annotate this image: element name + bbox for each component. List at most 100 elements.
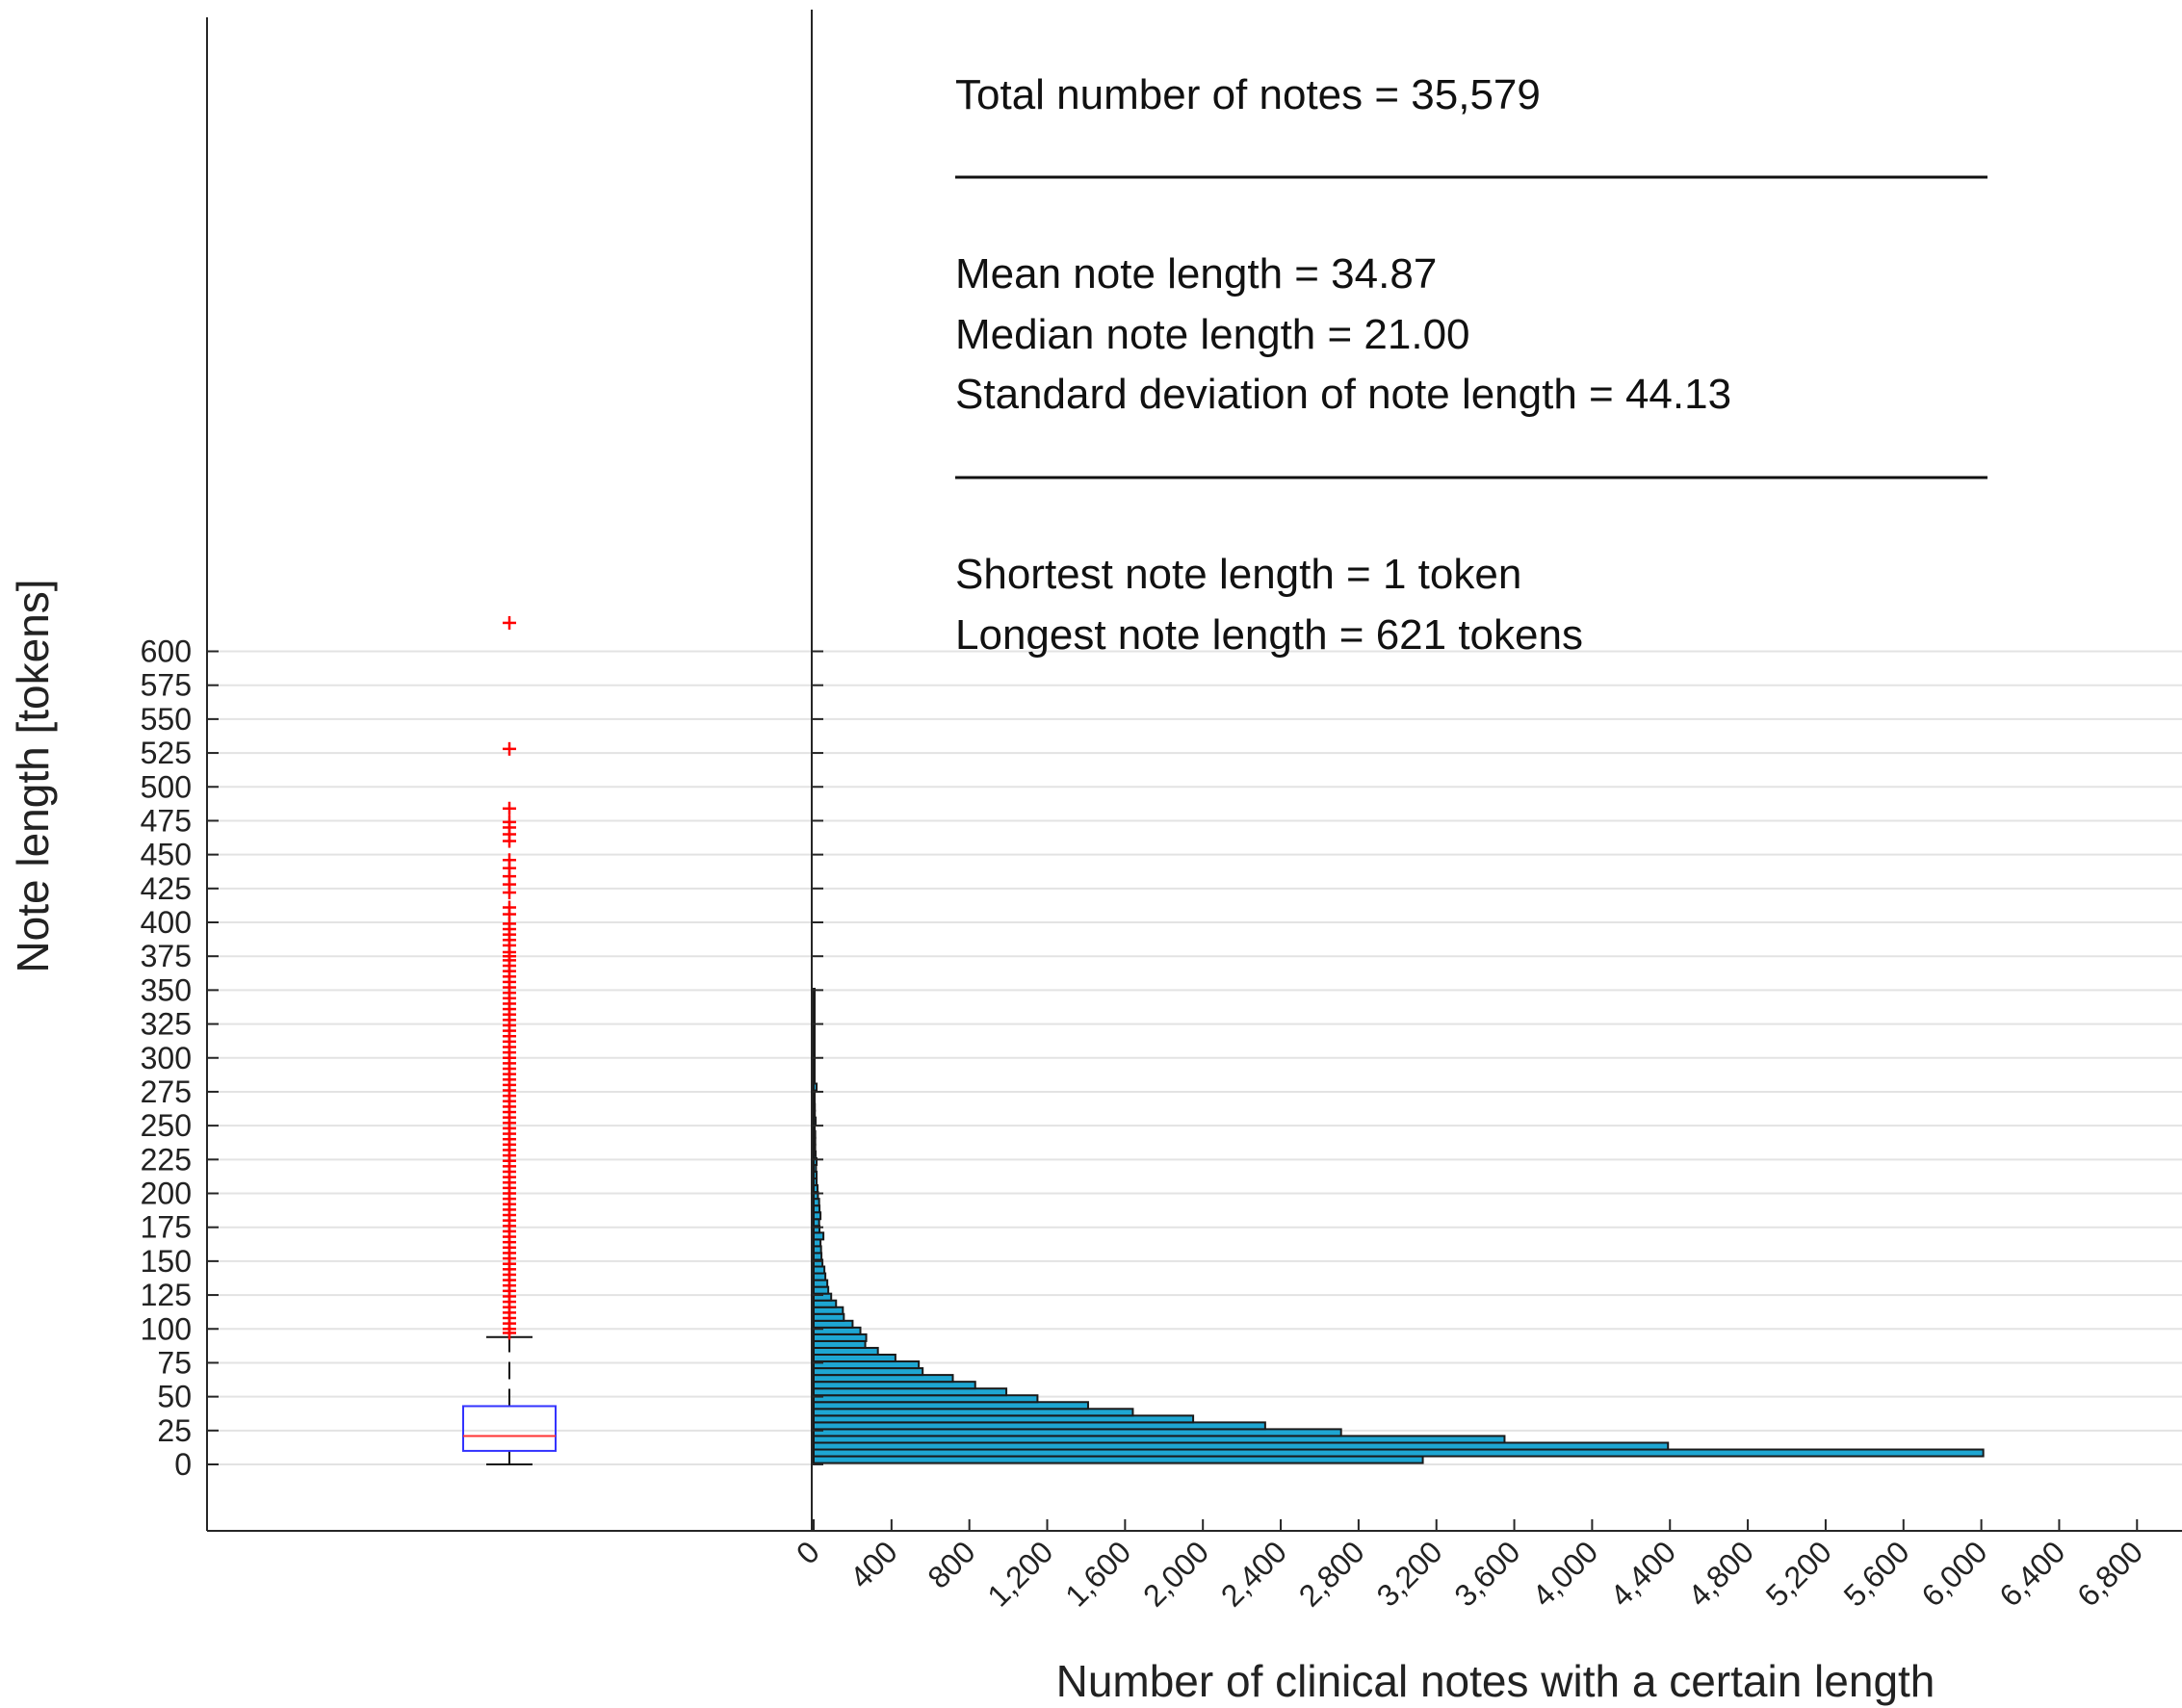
histogram-bar: [813, 1028, 816, 1038]
y-tick-label: 550: [141, 702, 192, 737]
histogram-bar: [813, 1035, 816, 1045]
y-tick-label: 225: [141, 1142, 192, 1177]
histogram-bar: [813, 1177, 818, 1187]
x-tick-label: 6,000: [1914, 1534, 1993, 1613]
histogram: [813, 987, 1985, 1464]
y-tick-label: 400: [141, 905, 192, 940]
x-tick-label: 0: [790, 1534, 826, 1570]
histogram-bar: [813, 1001, 816, 1011]
histogram-bar: [813, 987, 816, 997]
y-tick-label: 425: [141, 871, 192, 906]
histogram-bar: [813, 1198, 820, 1207]
outlier-marker: [503, 615, 516, 630]
stats-std: Standard deviation of note length = 44.1…: [955, 371, 1731, 418]
histogram-bar: [813, 1306, 844, 1315]
y-tick-label: 450: [141, 838, 192, 872]
stats-median: Median note length = 21.00: [955, 311, 1470, 358]
histogram-bar: [813, 1170, 818, 1180]
histogram-bar: [813, 1285, 830, 1295]
x-tick-label: 4,400: [1603, 1534, 1682, 1613]
x-tick-label: 6,800: [2070, 1534, 2149, 1613]
outlier-marker: [503, 801, 516, 815]
histogram-bar: [813, 1069, 816, 1078]
histogram-bar: [813, 1143, 817, 1152]
y-axis-title: Note length [tokens]: [8, 579, 58, 972]
histogram-bar: [813, 1015, 816, 1024]
histogram-bar: [813, 1184, 819, 1194]
histogram-bar: [813, 1448, 1985, 1458]
histogram-bar: [813, 1367, 924, 1377]
histogram-bar: [813, 1339, 867, 1349]
histogram-bar: [813, 1082, 818, 1092]
y-tick-label: 300: [141, 1041, 192, 1075]
histogram-bar: [813, 1353, 896, 1363]
y-tick-label: 325: [141, 1007, 192, 1042]
stats-shortest: Shortest note length = 1 token: [955, 551, 1521, 598]
histogram-bar: [813, 1279, 829, 1288]
histogram-bar: [813, 1360, 921, 1370]
y-tick-label: 150: [141, 1244, 192, 1279]
histogram-bar: [813, 1116, 818, 1126]
histogram-bar: [813, 1129, 817, 1139]
y-tick-label: 250: [141, 1108, 192, 1143]
x-tick-label: 5,200: [1759, 1534, 1838, 1613]
y-tick-label: 75: [157, 1345, 192, 1380]
histogram-bar: [813, 1381, 976, 1390]
histogram-bar: [813, 1218, 820, 1228]
histogram-bar: [813, 1245, 822, 1255]
y-tick-label: 25: [157, 1413, 192, 1448]
histogram-bar: [813, 1401, 1089, 1410]
histogram-bar: [813, 1136, 817, 1146]
x-ticks: 0 400 8001,2001,6002,0002,4002,8003,2003,6…: [790, 1519, 2149, 1614]
y-tick-label: 200: [141, 1177, 192, 1211]
y-ticks: 0255075100125150175200225250275300325350…: [141, 634, 823, 1482]
histogram-bar: [813, 1374, 954, 1384]
box-iqr: [462, 1405, 557, 1452]
histogram-bar: [813, 1441, 1670, 1451]
histogram-bar: [813, 1394, 1039, 1404]
x-tick-label: 2,800: [1292, 1534, 1371, 1613]
y-tick-label: 350: [141, 972, 192, 1007]
stats-longest: Longest note length = 621 tokens: [955, 611, 1583, 659]
outlier-marker: [503, 741, 516, 756]
histogram-bar: [813, 1163, 818, 1173]
y-tick-label: 375: [141, 939, 192, 973]
histogram-bar: [813, 1408, 1134, 1417]
x-axis-title: Number of clinical notes with a certain …: [1056, 1656, 1935, 1706]
histogram-bar: [813, 995, 816, 1004]
histogram-bar: [813, 1096, 817, 1105]
histogram-bar: [813, 1312, 845, 1322]
histogram-bar: [813, 1062, 816, 1072]
x-tick-label: 3,600: [1447, 1534, 1526, 1613]
histogram-bar: [813, 1231, 825, 1241]
y-tick-label: 475: [141, 803, 192, 838]
stats-annotation: Total number of notes = 35,579 Mean note…: [955, 71, 1987, 659]
histogram-bar: [813, 1265, 826, 1275]
axes: [206, 10, 2182, 1532]
histogram-bar: [813, 1387, 1008, 1397]
x-tick-label: 2,000: [1136, 1534, 1215, 1613]
y-tick-label: 500: [141, 769, 192, 804]
grid-lines: [207, 650, 2182, 1465]
outlier-marker: [503, 834, 516, 848]
histogram-bar: [813, 1075, 817, 1085]
outlier-marker: [503, 1326, 516, 1340]
stats-mean: Mean note length = 34.87: [955, 250, 1437, 298]
histogram-bar: [813, 1102, 817, 1112]
x-tick-label: 400: [844, 1534, 904, 1594]
histogram-bar: [813, 1272, 827, 1281]
stats-total-notes: Total number of notes = 35,579: [955, 71, 1541, 118]
histogram-bar: [813, 1252, 823, 1261]
y-tick-label: 100: [141, 1311, 192, 1346]
x-tick-label: 1,600: [1058, 1534, 1137, 1613]
x-tick-label: 6,400: [1992, 1534, 2071, 1613]
histogram-bar: [813, 1204, 821, 1214]
x-tick-label: 4,000: [1525, 1534, 1604, 1613]
x-tick-label: 4,800: [1681, 1534, 1760, 1613]
y-tick-label: 175: [141, 1210, 192, 1245]
y-tick-label: 575: [141, 668, 192, 703]
histogram-bar: [813, 1333, 868, 1342]
x-tick-label: 800: [921, 1534, 981, 1594]
outlier-marker: [503, 886, 516, 900]
